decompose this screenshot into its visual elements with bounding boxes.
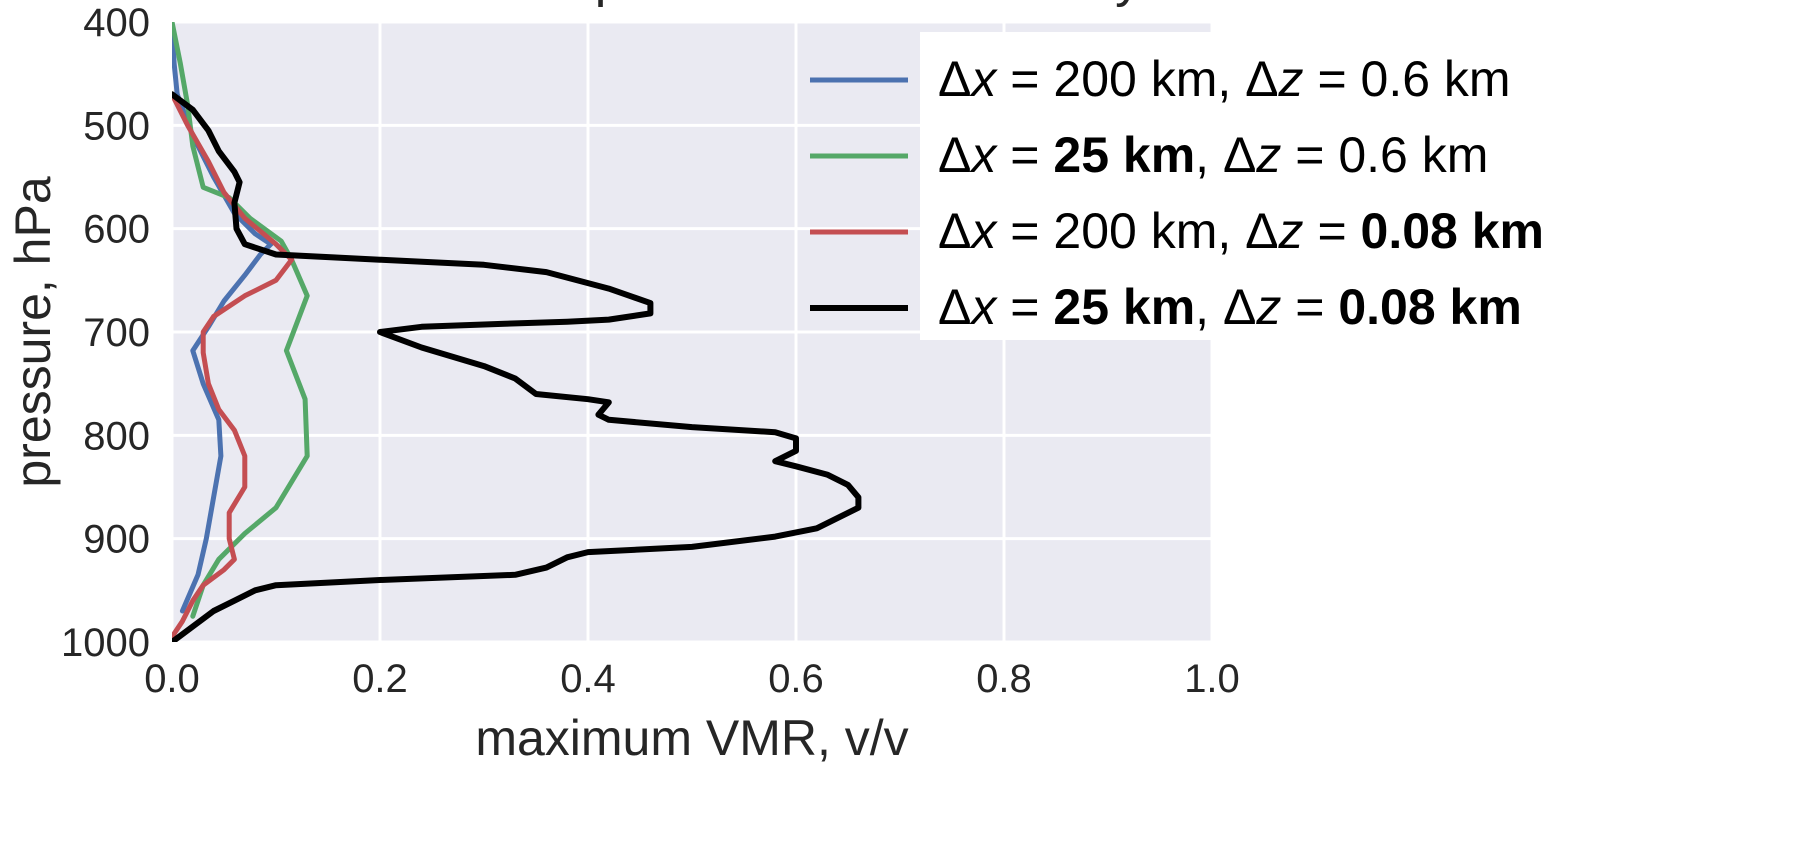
x-axis-ticks: 0.0 0.2 0.4 0.6 0.8 1.0 <box>144 657 1240 701</box>
legend-label-4: Δx = 25 km, Δz = 0.08 km <box>938 279 1522 335</box>
x-tick-label: 0.4 <box>560 657 616 701</box>
x-tick-label: 0.6 <box>768 657 824 701</box>
legend-label-2: Δx = 25 km, Δz = 0.6 km <box>938 127 1488 183</box>
y-tick-label: 700 <box>83 311 150 355</box>
y-axis-label: pressure, hPa <box>5 176 61 487</box>
x-axis-label: maximum VMR, v/v <box>475 710 908 766</box>
series-lines <box>172 22 862 642</box>
series-line-3 <box>172 91 295 640</box>
chart-title: Plume preservation after 5 days <box>433 0 1167 8</box>
legend-label-1: Δx = 200 km, Δz = 0.6 km <box>938 51 1511 107</box>
x-tick-label: 0.0 <box>144 657 200 701</box>
y-tick-label: 900 <box>83 518 150 562</box>
legend: Δx = 200 km, Δz = 0.6 km Δx = 25 km, Δz =… <box>810 32 1544 340</box>
y-tick-label: 500 <box>83 104 150 148</box>
y-axis-ticks: 400 500 600 700 800 900 1000 <box>61 1 150 665</box>
x-tick-label: 0.2 <box>352 657 408 701</box>
series-line-2 <box>172 22 310 619</box>
series-line-4 <box>172 91 862 642</box>
legend-label-3: Δx = 200 km, Δz = 0.08 km <box>938 203 1544 259</box>
y-tick-label: 600 <box>83 208 150 252</box>
x-tick-label: 0.8 <box>976 657 1032 701</box>
y-tick-label: 800 <box>83 414 150 458</box>
legend-box <box>920 32 1212 340</box>
y-tick-label: 1000 <box>61 621 150 665</box>
x-tick-label: 1.0 <box>1184 657 1240 701</box>
y-tick-label: 400 <box>83 1 150 45</box>
